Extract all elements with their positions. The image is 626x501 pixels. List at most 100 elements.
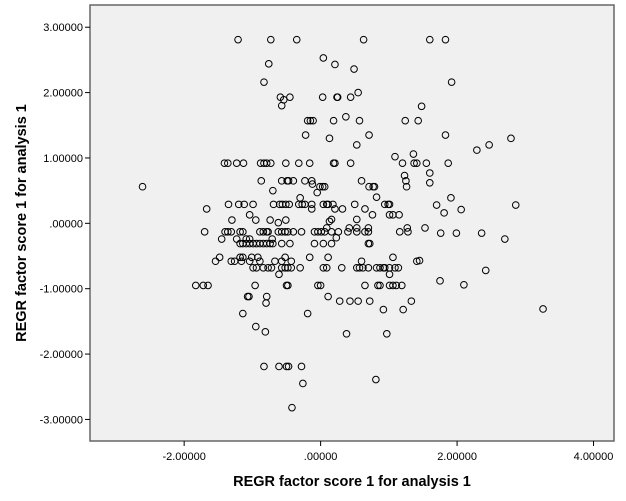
data-point (245, 292, 253, 301)
data-point (239, 159, 248, 167)
data-point (227, 228, 236, 236)
data-point (266, 216, 274, 224)
data-point (355, 116, 364, 125)
data-point (288, 403, 296, 412)
data-point (327, 239, 336, 248)
data-point (262, 159, 271, 167)
data-point (485, 141, 493, 149)
data-point (260, 78, 268, 86)
data-point (379, 305, 388, 314)
data-point (415, 256, 424, 265)
data-point (217, 235, 226, 243)
data-point (324, 200, 332, 209)
data-point (305, 253, 314, 262)
data-point (338, 205, 347, 213)
data-point (327, 215, 336, 224)
data-point (297, 228, 306, 236)
data-point (264, 263, 272, 272)
data-point (457, 205, 465, 214)
data-point (382, 329, 391, 338)
data-point (400, 171, 409, 180)
data-point (267, 35, 275, 44)
y-axis-title: REGR factor score 1 for analysis 1 (14, 104, 30, 342)
data-point (346, 159, 355, 167)
data-point (344, 228, 352, 236)
data-point (224, 200, 233, 209)
data-point (259, 228, 268, 236)
data-point (305, 159, 314, 167)
data-point (282, 159, 290, 167)
data-point (286, 239, 294, 248)
data-point (138, 182, 147, 191)
data-point (361, 228, 369, 236)
data-point (324, 292, 332, 301)
data-point (481, 266, 490, 275)
data-point (254, 253, 262, 262)
markers-layer (138, 35, 547, 412)
data-point (389, 281, 397, 290)
data-point (440, 209, 448, 217)
y-tick-label: -1.00000 (40, 284, 83, 296)
data-point (364, 228, 373, 236)
data-point (417, 102, 426, 111)
data-point (385, 270, 394, 279)
data-point (306, 116, 315, 125)
data-point (307, 205, 316, 213)
data-point (361, 205, 369, 213)
data-point (262, 299, 270, 307)
data-point (409, 150, 418, 158)
data-point (275, 270, 283, 279)
data-point (310, 239, 319, 248)
data-point (227, 257, 236, 266)
data-point (200, 228, 209, 236)
data-point (191, 281, 200, 290)
data-point (297, 362, 306, 371)
data-point (202, 205, 211, 213)
data-point (307, 177, 316, 185)
data-point (320, 182, 329, 191)
data-point (284, 177, 293, 185)
data-point (350, 65, 358, 73)
data-point (365, 239, 374, 248)
data-point (372, 375, 380, 384)
data-point (285, 200, 294, 209)
data-point (292, 35, 301, 44)
data-point (447, 194, 455, 202)
x-axis: -2.00000 .00000 2.00000 4.00000 (162, 441, 613, 463)
data-point (376, 281, 384, 290)
data-point (220, 159, 229, 167)
y-axis: 3.00000 2.00000 1.00000 .00000 -1.00000 -2.00… (40, 22, 90, 426)
data-point (269, 186, 277, 195)
data-point (299, 379, 307, 388)
data-point (501, 235, 509, 243)
x-axis-title: REGR factor score 1 for analysis 1 (233, 474, 471, 490)
data-point (473, 146, 481, 154)
y-tick-label: 3.00000 (43, 22, 83, 34)
y-tick-label: .00000 (49, 218, 83, 230)
data-point (284, 281, 292, 290)
data-point (325, 217, 334, 226)
data-point (355, 263, 364, 272)
data-point (350, 200, 359, 209)
data-point (303, 309, 312, 318)
data-point (228, 216, 236, 224)
data-point (331, 205, 339, 213)
data-point (284, 228, 292, 236)
data-point (425, 169, 434, 177)
data-point (401, 116, 410, 125)
data-point (331, 159, 339, 167)
data-point (329, 116, 338, 125)
data-point (267, 159, 275, 167)
data-point (413, 159, 421, 167)
data-point (395, 211, 403, 219)
data-point (298, 200, 306, 209)
data-point (385, 200, 394, 209)
data-point (325, 134, 334, 143)
x-tick-label: .00000 (304, 451, 338, 463)
data-point (289, 177, 298, 185)
data-point (264, 228, 272, 236)
data-point (307, 200, 316, 209)
data-point (361, 281, 369, 290)
data-point (277, 101, 286, 110)
